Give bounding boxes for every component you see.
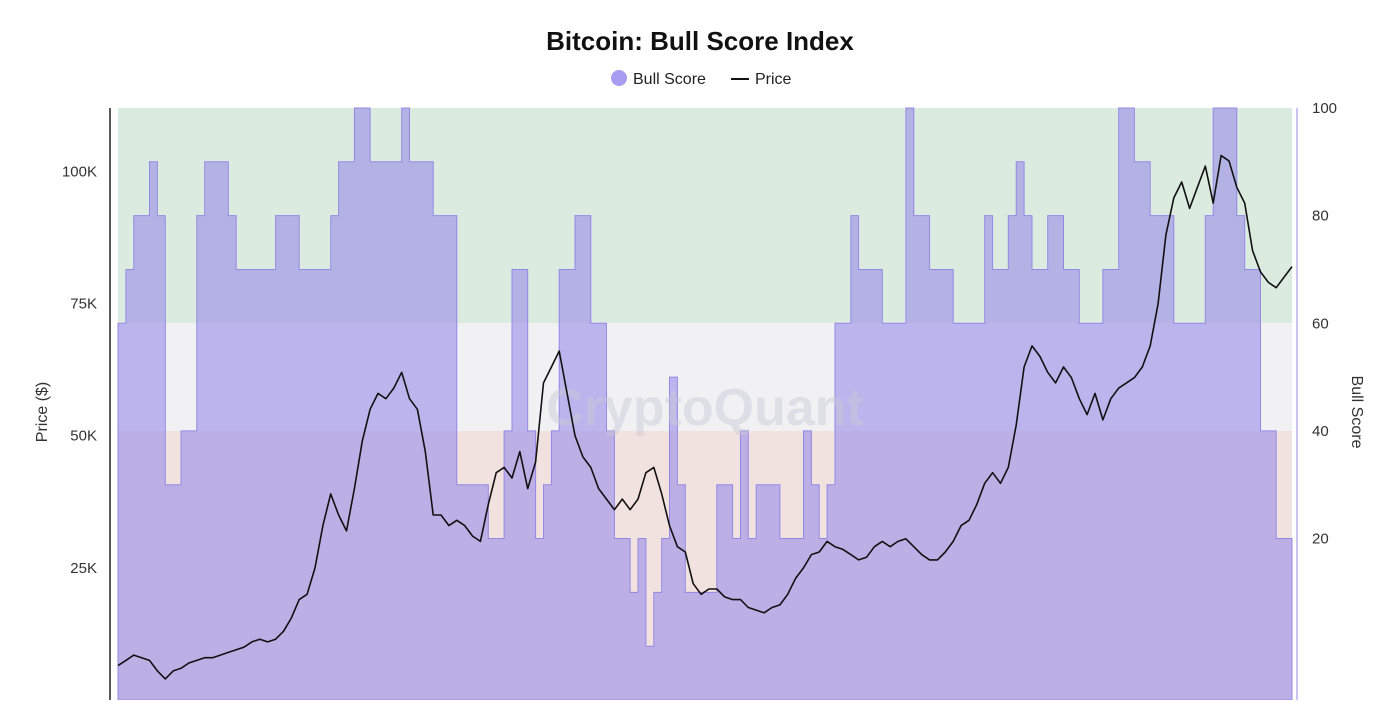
bull-score-series	[117, 107, 1293, 701]
right-axis-label: Bull Score	[1348, 376, 1365, 449]
watermark: CryptoQuant	[546, 379, 864, 437]
left-tick-label: 100K	[62, 163, 97, 180]
legend: Bull Score Price	[611, 70, 792, 88]
left-axis-ticks: 25K 50K 75K 100K	[62, 163, 97, 576]
chart-title: Bitcoin: Bull Score Index	[546, 26, 854, 56]
left-tick-label: 75K	[70, 296, 97, 313]
price-line	[117, 154, 1293, 680]
left-tick-label: 25K	[70, 560, 97, 577]
right-tick-label: 20	[1312, 531, 1329, 548]
legend-bull-score-label: Bull Score	[633, 71, 706, 88]
left-axis-label: Price ($)	[34, 382, 51, 442]
bull-score-area	[117, 107, 1293, 701]
right-tick-label: 60	[1312, 315, 1329, 332]
price-series	[117, 154, 1293, 680]
left-tick-label: 50K	[70, 428, 97, 445]
legend-price-label: Price	[755, 71, 792, 88]
right-tick-label: 100	[1312, 100, 1337, 117]
right-tick-label: 40	[1312, 423, 1329, 440]
right-axis-ticks: 20 40 60 80 100	[1312, 100, 1337, 548]
legend-bull-score-marker	[611, 70, 627, 86]
right-tick-label: 80	[1312, 208, 1329, 225]
